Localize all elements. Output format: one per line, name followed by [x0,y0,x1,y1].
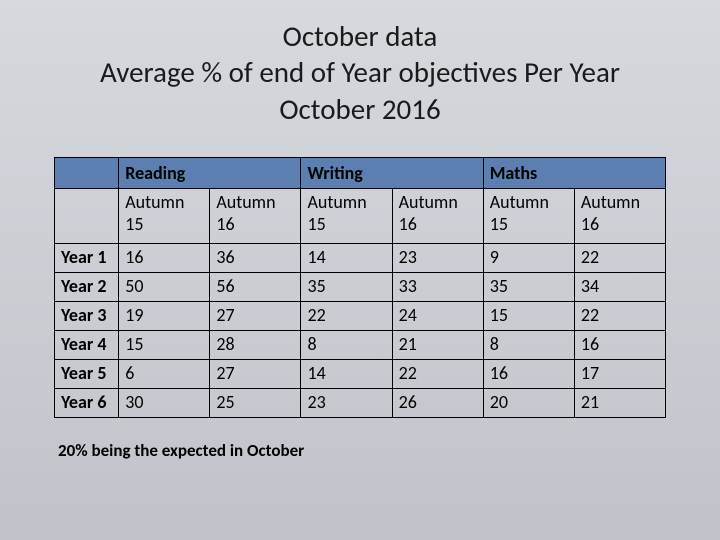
cell-y2-w-a15: 35 [301,272,392,301]
row-label-year3: Year 3 [55,301,119,330]
col-writing-a15: Autumn 15 [301,188,392,243]
subject-header-row: Reading Writing Maths [55,157,666,188]
cell-y2-r-a16: 56 [210,272,301,301]
cell-y3-w-a16: 24 [392,301,483,330]
cell-y6-w-a16: 26 [392,388,483,417]
slide-title: October data Average % of end of Year ob… [30,18,690,127]
cell-y3-r-a16: 27 [210,301,301,330]
subject-reading: Reading [125,162,185,184]
cell-y6-r-a16: 25 [210,388,301,417]
subject-writing: Writing [307,162,362,184]
cell-y1-r-a15: 16 [119,243,210,272]
cell-y3-m-a16: 22 [574,301,665,330]
subject-maths: Maths [490,162,538,184]
cell-y1-r-a16: 36 [210,243,301,272]
cell-y3-r-a15: 19 [119,301,210,330]
cell-y1-m-a15: 9 [483,243,574,272]
title-line-1: October data [283,18,438,54]
title-line-3: October 2016 [279,91,440,127]
cell-y2-m-a16: 34 [574,272,665,301]
cell-y6-r-a15: 30 [119,388,210,417]
table-row: Year 2 50 56 35 33 35 34 [55,272,666,301]
col-maths-a16: Autumn 16 [574,188,665,243]
cell-y5-m-a15: 16 [483,359,574,388]
cell-y1-w-a15: 14 [301,243,392,272]
cell-y6-w-a15: 23 [301,388,392,417]
table-row: Year 6 30 25 23 26 20 21 [55,388,666,417]
cell-y4-w-a16: 21 [392,330,483,359]
row-label-year1: Year 1 [55,243,119,272]
cell-y2-m-a15: 35 [483,272,574,301]
cell-y4-m-a16: 16 [574,330,665,359]
col-reading-a15: Autumn 15 [119,188,210,243]
row-label-year2: Year 2 [55,272,119,301]
cell-y5-m-a16: 17 [574,359,665,388]
data-table: Reading Writing Maths Autumn 15 Autumn 1… [54,157,666,418]
table-row: Year 3 19 27 22 24 15 22 [55,301,666,330]
row-label-year5: Year 5 [55,359,119,388]
term-header-row: Autumn 15 Autumn 16 Autumn 15 Autumn 16 … [55,188,666,243]
cell-y2-r-a15: 50 [119,272,210,301]
cell-y2-w-a16: 33 [392,272,483,301]
cell-y4-m-a15: 8 [483,330,574,359]
data-table-wrap: Reading Writing Maths Autumn 15 Autumn 1… [54,157,666,418]
cell-y3-w-a15: 22 [301,301,392,330]
blank-cell [55,157,119,188]
cell-y4-r-a15: 15 [119,330,210,359]
table-row: Year 4 15 28 8 21 8 16 [55,330,666,359]
cell-y5-r-a15: 6 [119,359,210,388]
cell-y4-r-a16: 28 [210,330,301,359]
col-reading-a16: Autumn 16 [210,188,301,243]
cell-y5-w-a15: 14 [301,359,392,388]
row-label-year6: Year 6 [55,388,119,417]
col-maths-a15: Autumn 15 [483,188,574,243]
cell-y5-w-a16: 22 [392,359,483,388]
cell-y5-r-a16: 27 [210,359,301,388]
cell-y1-m-a16: 22 [574,243,665,272]
slide: October data Average % of end of Year ob… [0,0,720,540]
cell-y6-m-a15: 20 [483,388,574,417]
footnote: 20% being the expected in October [58,440,690,461]
cell-y1-w-a16: 23 [392,243,483,272]
title-line-2: Average % of end of Year objectives Per … [100,54,620,90]
table-row: Year 1 16 36 14 23 9 22 [55,243,666,272]
cell-y6-m-a16: 21 [574,388,665,417]
col-writing-a16: Autumn 16 [392,188,483,243]
cell-y4-w-a15: 8 [301,330,392,359]
table-row: Year 5 6 27 14 22 16 17 [55,359,666,388]
blank-cell [55,188,119,243]
row-label-year4: Year 4 [55,330,119,359]
cell-y3-m-a15: 15 [483,301,574,330]
